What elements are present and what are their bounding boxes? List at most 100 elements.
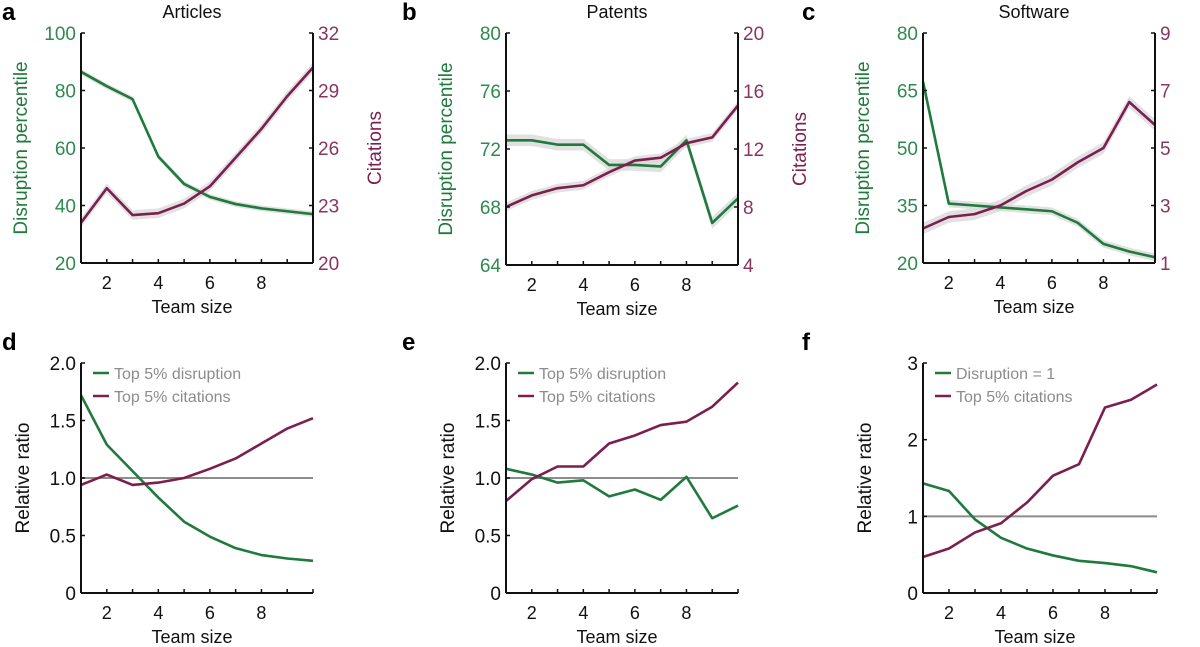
y-tick-label: 20 [55,254,76,275]
y2-tick-label: 9 [1160,24,1171,45]
y2-tick-label: 23 [318,197,339,218]
panel-title: Articles [162,2,221,22]
x-tick-label: 8 [1098,273,1108,293]
series-line-citations [80,416,314,487]
series-line-disruption [505,467,739,520]
series-line-disruption [921,81,1156,259]
x-axis-label: Team size [151,297,232,317]
y-tick-label: 35 [897,197,918,218]
x-tick-label: 2 [527,603,537,623]
panel-e: e 2 4 6 8 Team size 0 0.5 1.0 1.5 2.0 Relative rati… [402,329,739,647]
x-tick-label: 2 [944,273,954,293]
y-tick-label: 0 [65,584,76,605]
panel-d: d 2 4 6 8 Team size 0 0.5 1.0 1.5 2.0 Relative rati… [2,329,314,647]
x-tick-label: 8 [681,275,691,295]
y-tick-label: 64 [480,256,502,277]
y2-tick-label: 7 [1160,82,1171,103]
legend-label: Top 5% citations [956,389,1073,406]
series-line-citations [79,66,314,224]
y-tick-label: 2.0 [50,354,76,375]
legend-label: Top 5% citations [539,389,656,406]
y-tick-label: 1.5 [50,412,76,433]
panel-letter: a [2,0,16,26]
y2-axis-label: Citations [365,111,386,185]
x-tick-label: 4 [153,603,163,623]
y2-tick-label: 20 [743,24,764,45]
x-tick-label: 6 [1047,273,1057,293]
x-tick-label: 8 [256,273,266,293]
x-tick-label: 4 [996,603,1006,623]
x-axis-label: Team size [993,297,1074,317]
y-tick-label: 1.0 [50,469,76,490]
y-tick-label: 2.0 [475,354,501,375]
x-tick-label: 2 [527,275,537,295]
y-tick-label: 100 [44,24,76,45]
y-tick-label: 76 [480,82,501,103]
confidence-band [506,101,738,212]
x-tick-label: 4 [578,275,588,295]
y2-tick-label: 8 [743,198,754,219]
series-line-citations [505,381,739,502]
y-axis-label: Relative ratio [438,423,459,534]
y-axis-label: Disruption percentile [436,62,457,235]
x-axis-label: Team size [576,627,657,647]
y-tick-label: 1.5 [475,412,501,433]
x-tick-label: 2 [102,273,112,293]
panel-a: a Articles 2 4 6 8 Team size 20 40 60 80 100 Disrupt… [2,0,386,317]
x-tick-label: 4 [578,603,588,623]
legend-label: Top 5% citations [114,389,231,406]
y-axis-label: Relative ratio [855,423,876,534]
y2-tick-label: 12 [743,140,764,161]
panel-letter: e [402,329,415,356]
y-tick-label: 0.5 [475,527,501,548]
series-line-citations [505,104,740,209]
panel-title: Patents [586,2,647,22]
y-axis-label: Disruption percentile [11,61,32,234]
series-line-disruption [80,70,314,216]
confidence-band [923,96,1155,235]
y-tick-label: 80 [897,24,918,45]
panel-letter: c [802,0,815,26]
y2-tick-label: 1 [1160,254,1171,275]
confidence-band [923,77,1155,262]
y2-tick-label: 5 [1160,139,1171,160]
y-tick-label: 1.0 [475,469,501,490]
y2-tick-label: 3 [1160,197,1171,218]
x-tick-label: 6 [630,275,640,295]
y-tick-label: 72 [480,140,501,161]
y2-tick-label: 29 [318,82,339,103]
y-axis-label: Disruption percentile [853,61,874,234]
series-line-citations [922,383,1158,559]
y-tick-label: 80 [480,24,501,45]
y-tick-label: 80 [55,82,76,103]
y2-tick-label: 20 [318,254,339,275]
legend-label: Top 5% disruption [114,366,241,383]
y-axis-label: Relative ratio [13,423,34,534]
panel-letter: f [802,329,811,356]
y-tick-label: 20 [897,254,918,275]
y2-axis-label: Citations [790,112,811,186]
x-axis-label: Team size [994,627,1075,647]
x-tick-label: 8 [256,603,266,623]
x-axis-label: Team size [151,627,232,647]
x-tick-label: 4 [153,273,163,293]
panel-letter: d [2,329,17,356]
y-tick-label: 0 [490,584,501,605]
y-tick-label: 50 [897,139,918,160]
x-tick-label: 6 [205,603,215,623]
panel-title: Software [998,2,1069,22]
x-tick-label: 2 [944,603,954,623]
legend-label: Disruption = 1 [956,366,1055,383]
x-tick-label: 6 [205,273,215,293]
y-tick-label: 68 [480,198,501,219]
series-line-citations [922,100,1156,230]
y-tick-label: 0 [907,584,918,605]
y-tick-label: 40 [55,197,76,218]
x-tick-label: 6 [630,603,640,623]
y-tick-label: 0.5 [50,527,76,548]
panel-letter: b [402,0,417,26]
x-tick-label: 6 [1048,603,1058,623]
x-tick-label: 2 [102,603,112,623]
